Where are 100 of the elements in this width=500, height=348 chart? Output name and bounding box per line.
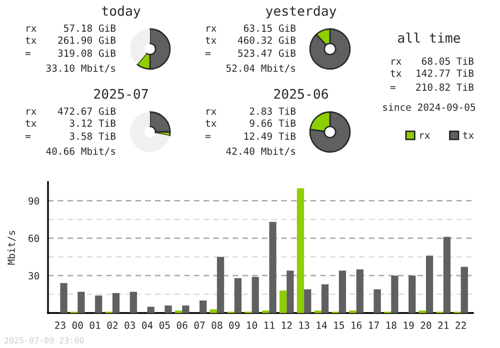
text: 142.77 TiB	[416, 69, 474, 77]
x-tick-label: 04	[142, 322, 153, 329]
x-tick-label: 22	[456, 322, 466, 329]
y-tick-label: 60	[28, 234, 40, 242]
x-tick-label: 06	[176, 322, 188, 329]
x-tick-label: 08	[212, 322, 222, 329]
bar	[269, 222, 276, 313]
x-tick-label: 10	[247, 322, 258, 329]
text: tx	[390, 70, 402, 77]
bar	[321, 284, 329, 313]
text: 460.32 GiB	[238, 36, 296, 44]
x-tick-label: 12	[282, 322, 292, 329]
x-tick-label: 19	[404, 322, 414, 329]
text: tx	[26, 36, 36, 44]
text: 52.04 Mbit/s	[226, 64, 296, 73]
text: 3.58 TiB	[70, 132, 116, 140]
bar	[356, 269, 364, 313]
x-tick-label: 20	[420, 322, 432, 329]
bar	[182, 306, 190, 313]
text: rx	[392, 59, 402, 65]
bar	[426, 256, 434, 313]
bar	[408, 276, 416, 313]
text: =	[25, 52, 30, 56]
donut-slice	[309, 111, 351, 153]
y-axis-title: Mbit/s	[7, 230, 16, 265]
chart-title: today	[102, 6, 140, 18]
y-tick-label: 30	[28, 272, 40, 280]
text: all time	[398, 32, 460, 43]
chart-title: yesterday	[266, 6, 336, 18]
x-tick-label: 21	[438, 322, 449, 329]
bar	[112, 293, 120, 313]
x-tick-label: 11	[264, 322, 274, 329]
text: =	[390, 86, 396, 90]
text: 40.66 Mbit/s	[46, 147, 116, 156]
chart-title: 2025-07	[94, 88, 148, 99]
y-tick-label: 90	[28, 197, 40, 205]
legend-label: tx	[462, 132, 474, 139]
text: 9.66 TiB	[250, 119, 296, 127]
text: tx	[206, 36, 216, 44]
text: =	[205, 135, 210, 138]
chart-title: 2025-06	[274, 88, 328, 99]
bar	[234, 278, 242, 313]
text: 319.08 GiB	[58, 49, 116, 57]
bar	[338, 270, 346, 313]
text: 3.12 TiB	[70, 119, 116, 127]
bar	[304, 289, 312, 313]
x-tick-label: 16	[352, 322, 362, 329]
text: 523.47 GiB	[238, 49, 296, 57]
text: tx	[206, 120, 216, 127]
text: 472.67 GiB	[58, 107, 116, 115]
text: 210.82 TiB	[416, 83, 474, 91]
text: rx	[206, 26, 216, 32]
x-tick-label: 05	[159, 322, 170, 329]
text: 261.90 GiB	[58, 36, 116, 44]
x-tick-label: 01	[90, 322, 100, 329]
bar	[147, 306, 154, 313]
legend-label: rx	[420, 133, 430, 139]
x-tick-label: 15	[334, 322, 344, 329]
bar	[216, 256, 224, 313]
donut-slice	[130, 29, 150, 64]
bar	[460, 266, 468, 313]
donut-slice	[309, 28, 351, 70]
bar	[164, 306, 172, 313]
bar	[130, 292, 138, 313]
bar	[252, 276, 259, 313]
x-tick-label: 00	[72, 322, 83, 329]
text: 12.49 TiB	[244, 132, 296, 140]
bar	[210, 309, 217, 313]
text: 63.15 GiB	[244, 24, 296, 32]
x-tick-label: 18	[386, 322, 396, 329]
x-tick-label: 03	[124, 322, 135, 329]
x-tick-label: 02	[107, 322, 118, 329]
bar	[95, 296, 102, 313]
text: rx	[26, 26, 36, 32]
x-tick-label: 23	[55, 322, 66, 329]
x-tick-label: 07	[194, 322, 205, 329]
text: 42.40 Mbit/s	[226, 147, 296, 156]
donut-slice	[149, 111, 171, 133]
bar	[60, 283, 68, 313]
donut-slice	[130, 112, 170, 152]
text: rx	[26, 109, 36, 115]
text: 2.83 TiB	[250, 107, 296, 115]
bar	[200, 300, 207, 313]
bar	[374, 289, 381, 313]
bar	[286, 270, 294, 313]
x-tick-label: 09	[229, 322, 240, 329]
text: 33.10 Mbit/s	[46, 64, 116, 73]
text: =	[205, 52, 210, 56]
bar	[296, 188, 304, 313]
bar	[78, 292, 85, 313]
text: 68.05 TiB	[422, 57, 474, 65]
x-tick-label: 17	[369, 322, 379, 329]
bar	[443, 236, 451, 313]
bar	[391, 276, 398, 313]
text: since 2024-09-05	[383, 103, 476, 111]
text: tx	[26, 120, 36, 127]
x-tick-label: 13	[299, 322, 310, 329]
text: rx	[206, 109, 216, 115]
text: =	[25, 135, 30, 138]
x-tick-label: 14	[316, 322, 327, 329]
